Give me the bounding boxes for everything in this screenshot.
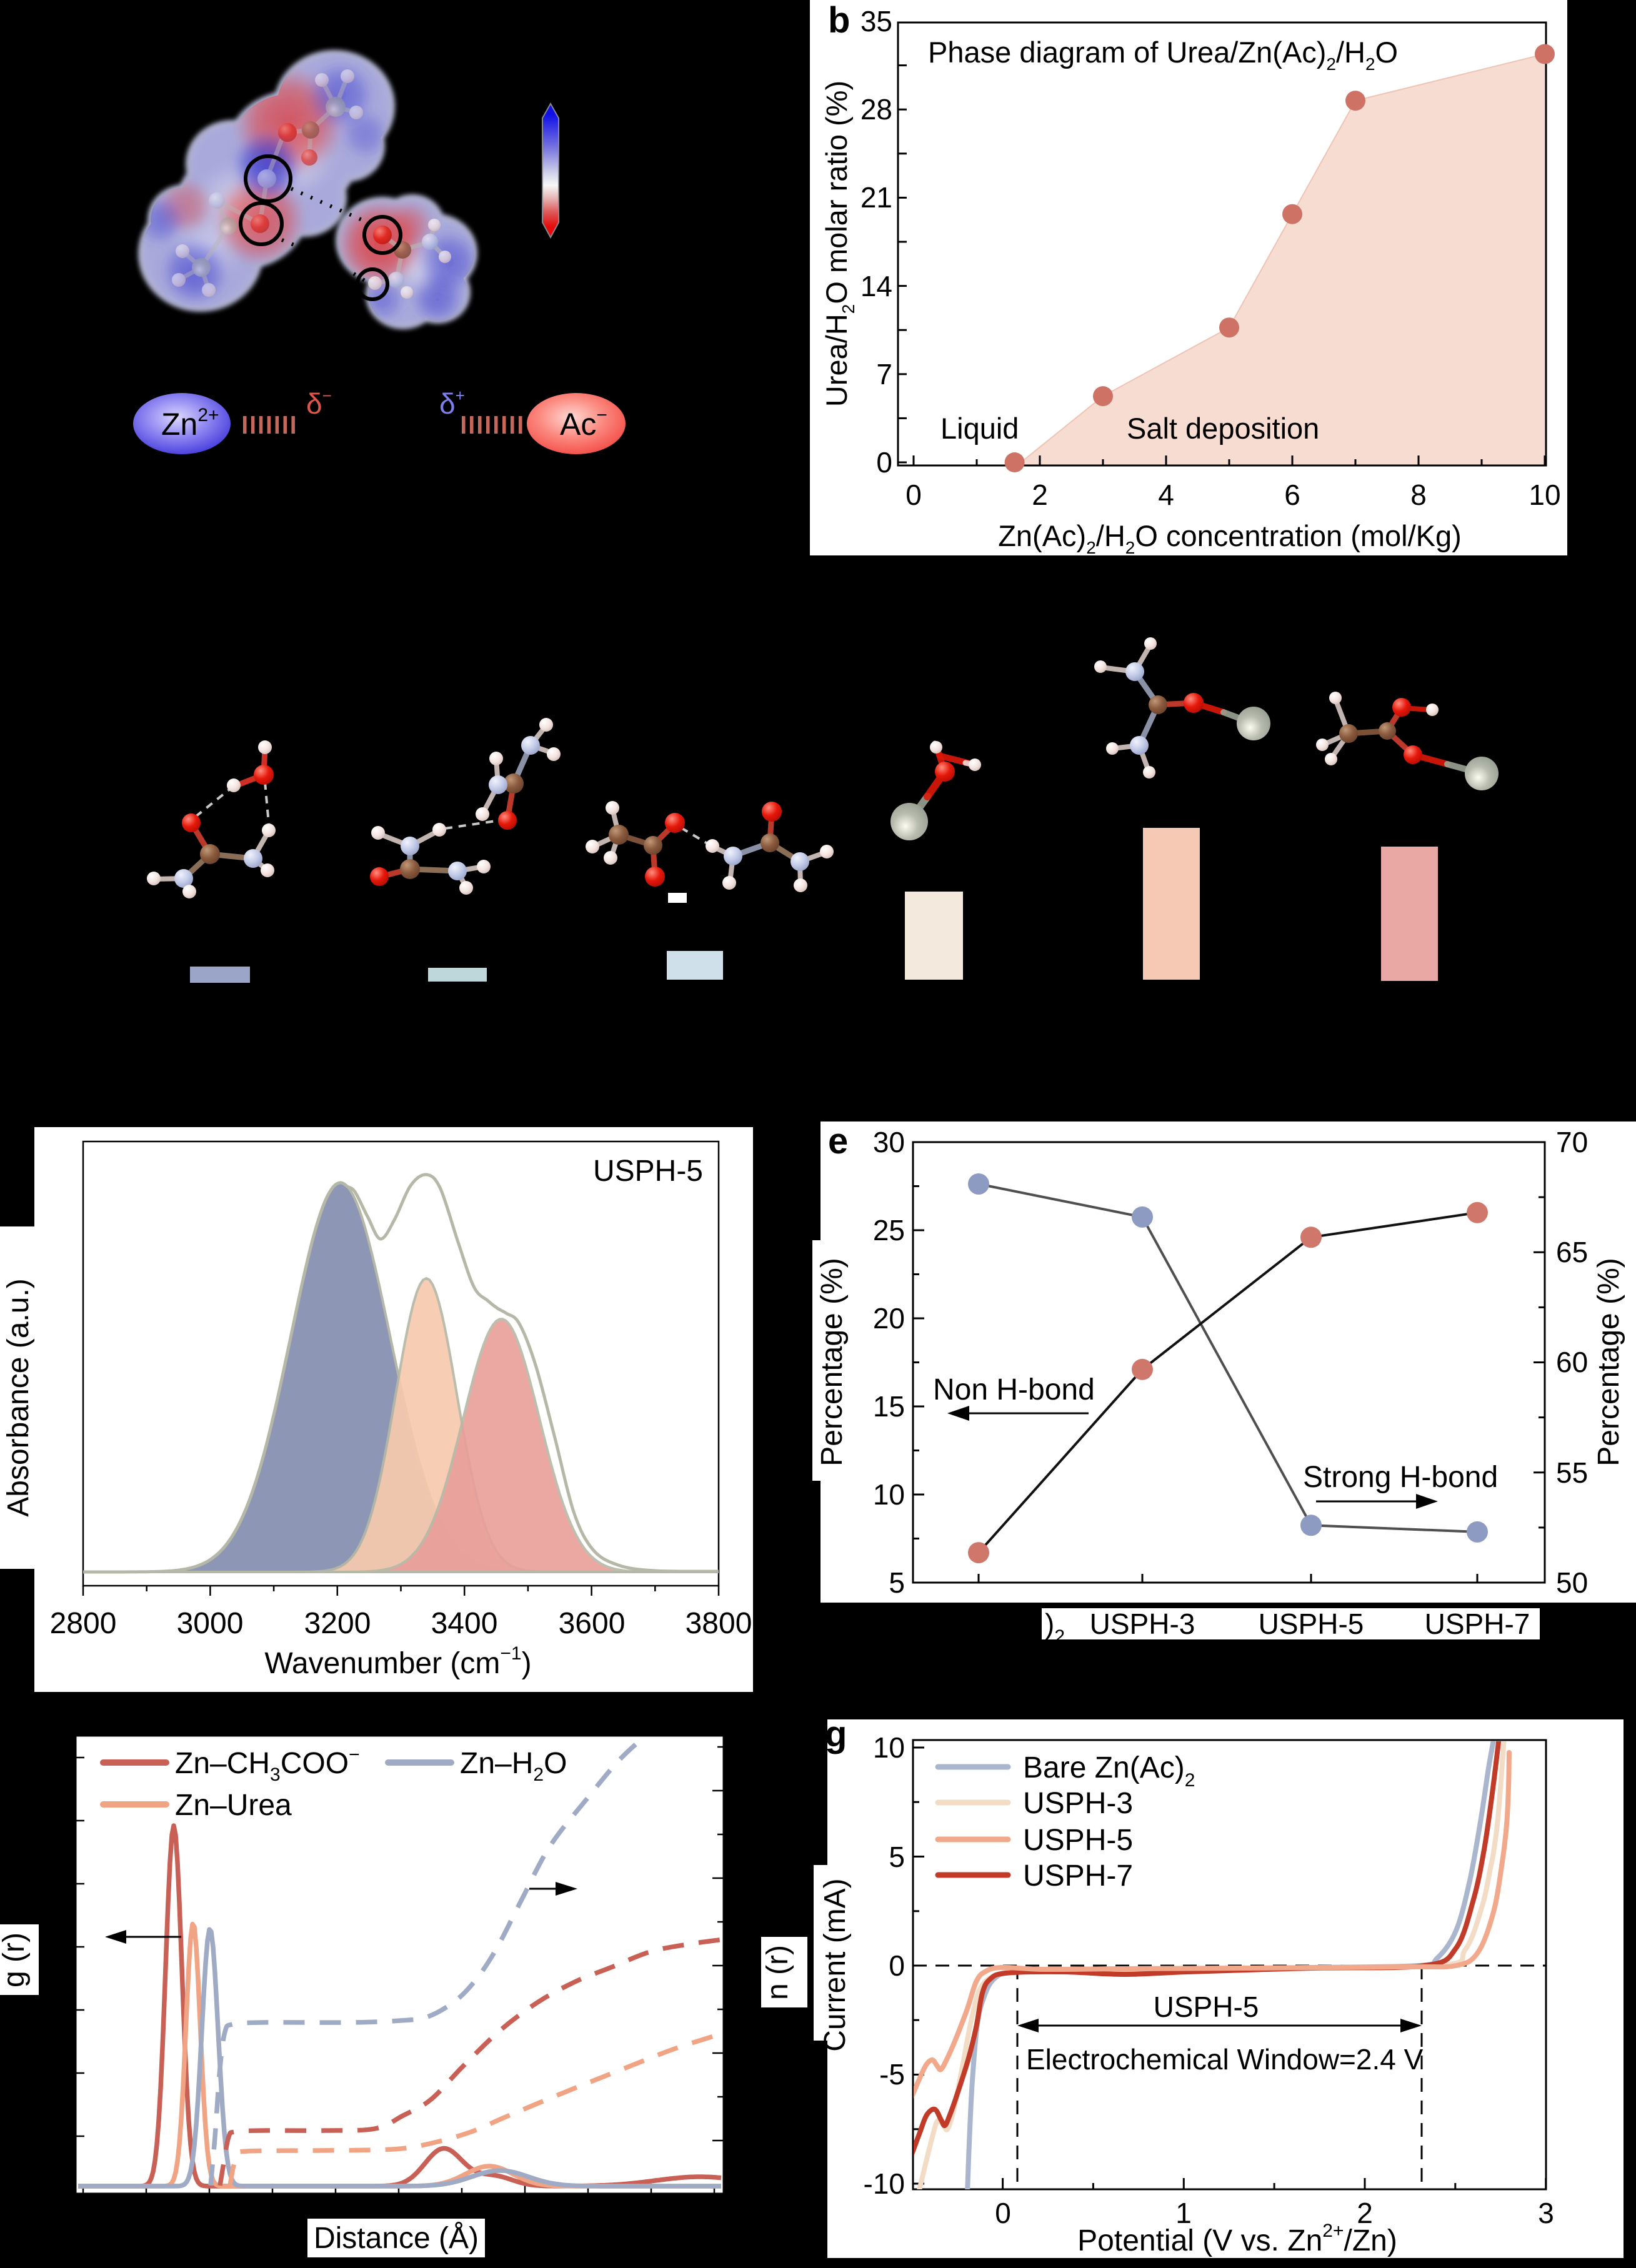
svg-text:Phase diagram of Urea/Zn(Ac)2​: Phase diagram of Urea/Zn(Ac)2​/H2​O xyxy=(928,36,1398,74)
svg-text:2: 2 xyxy=(1032,479,1048,511)
svg-text:USPH-7: USPH-7 xyxy=(1425,1608,1530,1640)
svg-text:Zn(Ac)2​/H2​O concentration (m: Zn(Ac)2​/H2​O concentration (mol/Kg) xyxy=(998,519,1462,557)
svg-text:14: 14 xyxy=(860,270,892,302)
svg-text:Bare Zn(Ac)2​: Bare Zn(Ac)2​ xyxy=(1023,1751,1195,1791)
svg-text:e: e xyxy=(828,1121,848,1161)
svg-text:3400: 3400 xyxy=(431,1607,498,1640)
svg-text:0: 0 xyxy=(905,479,922,511)
svg-text:6: 6 xyxy=(1284,479,1300,511)
svg-text:Distance (Å): Distance (Å) xyxy=(314,2222,479,2255)
svg-text:Zn–Urea: Zn–Urea xyxy=(175,1789,292,1822)
svg-text:Wavenumber (cm−1​): Wavenumber (cm−1​) xyxy=(264,1643,531,1680)
svg-text:USPH-5: USPH-5 xyxy=(1023,1824,1133,1857)
svg-text:0: 0 xyxy=(995,2197,1011,2229)
svg-text:15: 15 xyxy=(873,1390,905,1423)
svg-text:20: 20 xyxy=(873,1302,905,1335)
svg-text:USPH-7: USPH-7 xyxy=(1023,1859,1133,1892)
svg-text:3000: 3000 xyxy=(177,1607,244,1640)
svg-text:b: b xyxy=(828,0,850,41)
svg-text:USPH-5: USPH-5 xyxy=(593,1155,703,1188)
svg-text:25: 25 xyxy=(873,1214,905,1246)
svg-text:Absorbance (a.u.): Absorbance (a.u.) xyxy=(2,1278,35,1517)
svg-text:Liquid: Liquid xyxy=(940,412,1019,445)
svg-text:5: 5 xyxy=(889,1841,905,1873)
svg-text:Percentage (%): Percentage (%) xyxy=(816,1258,849,1466)
svg-text:Electrochemical Window=2.4 V: Electrochemical Window=2.4 V xyxy=(1026,2043,1424,2076)
svg-text:Current (mA): Current (mA) xyxy=(819,1878,852,2051)
svg-text:10: 10 xyxy=(1529,479,1560,511)
svg-text:USPH-5: USPH-5 xyxy=(1154,1991,1259,2023)
svg-text:Ac−​: Ac−​ xyxy=(560,405,607,442)
svg-text:21: 21 xyxy=(860,181,892,214)
svg-text:Urea/H2​O molar ratio (%): Urea/H2​O molar ratio (%) xyxy=(820,81,858,407)
svg-text:30: 30 xyxy=(873,1126,905,1158)
svg-text:7: 7 xyxy=(876,358,892,390)
svg-text:4: 4 xyxy=(1158,479,1174,511)
svg-text:2: 2 xyxy=(1357,2197,1373,2229)
svg-text:3600: 3600 xyxy=(559,1607,626,1640)
svg-text:USPH-3: USPH-3 xyxy=(1090,1608,1195,1640)
svg-text:-10: -10 xyxy=(864,2167,905,2200)
svg-text:Percentage (%): Percentage (%) xyxy=(1592,1258,1625,1466)
svg-text:3200: 3200 xyxy=(304,1607,371,1640)
svg-text:1: 1 xyxy=(1175,2197,1192,2229)
svg-text:3: 3 xyxy=(1538,2197,1554,2229)
svg-text:USPH-3: USPH-3 xyxy=(1023,1787,1133,1820)
svg-text:50: 50 xyxy=(1556,1566,1588,1599)
svg-text:g (r): g (r) xyxy=(0,1932,31,1987)
svg-text:55: 55 xyxy=(1556,1456,1588,1489)
svg-text:35: 35 xyxy=(860,5,892,37)
svg-text:60: 60 xyxy=(1556,1346,1588,1378)
svg-text:0: 0 xyxy=(876,446,892,479)
svg-text:-5: -5 xyxy=(879,2058,905,2091)
svg-text:Zn–H2​O: Zn–H2​O xyxy=(460,1747,567,1785)
svg-text:70: 70 xyxy=(1556,1126,1588,1158)
svg-text:Zn–CH3​COO−​: Zn–CH3​COO−​ xyxy=(175,1744,360,1785)
svg-text:0: 0 xyxy=(889,1949,905,1982)
svg-text:28: 28 xyxy=(860,93,892,126)
svg-text:65: 65 xyxy=(1556,1236,1588,1268)
svg-text:10: 10 xyxy=(873,1478,905,1511)
svg-text:g: g xyxy=(825,1714,847,1754)
svg-text:3800: 3800 xyxy=(686,1607,752,1640)
svg-text:Salt deposition: Salt deposition xyxy=(1127,412,1319,445)
svg-text:USPH-5: USPH-5 xyxy=(1259,1608,1364,1640)
svg-text:2800: 2800 xyxy=(50,1607,117,1640)
svg-text:Strong H-bond: Strong H-bond xyxy=(1303,1461,1498,1494)
svg-text:5: 5 xyxy=(889,1566,905,1599)
svg-text:10: 10 xyxy=(873,1731,905,1764)
svg-text:n (r): n (r) xyxy=(761,1945,794,2000)
svg-text:Potential (V vs. Zn2+​/Zn): Potential (V vs. Zn2+​/Zn) xyxy=(1077,2221,1397,2257)
svg-text:8: 8 xyxy=(1410,479,1427,511)
svg-text:Non H-bond: Non H-bond xyxy=(933,1373,1095,1406)
